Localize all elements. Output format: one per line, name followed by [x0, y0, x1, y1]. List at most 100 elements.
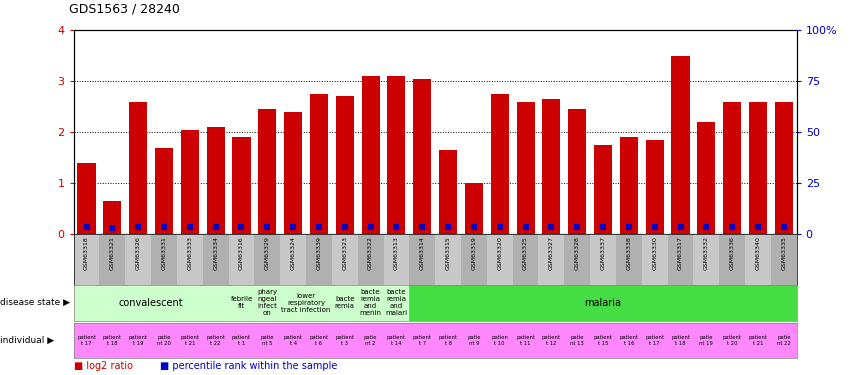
Point: [183, 224, 197, 230]
Text: patient
t 14: patient t 14: [387, 335, 406, 346]
Text: GSM63323: GSM63323: [342, 236, 347, 270]
Text: GSM63320: GSM63320: [497, 236, 502, 270]
Text: GSM63322: GSM63322: [368, 236, 373, 270]
Text: patient
t 6: patient t 6: [309, 335, 328, 346]
Bar: [723, 102, 741, 234]
Text: patient
t 17: patient t 17: [77, 335, 96, 346]
Point: [622, 224, 636, 230]
Bar: [384, 234, 410, 285]
Point: [777, 224, 791, 230]
Bar: [568, 109, 586, 234]
Text: GDS1563 / 28240: GDS1563 / 28240: [69, 2, 180, 15]
Text: ■ percentile rank within the sample: ■ percentile rank within the sample: [160, 361, 338, 371]
Text: GSM63318: GSM63318: [84, 236, 89, 270]
Bar: [539, 322, 565, 358]
Bar: [565, 322, 590, 358]
Bar: [435, 322, 461, 358]
Bar: [387, 76, 405, 234]
Bar: [74, 322, 100, 358]
Text: individual ▶: individual ▶: [0, 336, 54, 345]
Bar: [281, 322, 306, 358]
Point: [390, 224, 404, 230]
Bar: [435, 234, 461, 285]
Text: patie
nt 19: patie nt 19: [700, 335, 714, 346]
Text: febrile
fit: febrile fit: [230, 296, 253, 309]
Text: GSM63334: GSM63334: [213, 236, 218, 270]
Text: patient
t 3: patient t 3: [335, 335, 354, 346]
Bar: [177, 234, 203, 285]
Bar: [487, 234, 513, 285]
Bar: [255, 322, 281, 358]
Point: [157, 224, 171, 230]
Bar: [207, 127, 224, 234]
Bar: [410, 285, 797, 321]
Text: GSM63331: GSM63331: [161, 236, 166, 270]
Bar: [646, 140, 663, 234]
Bar: [358, 234, 384, 285]
Text: patie
nt 13: patie nt 13: [571, 335, 584, 346]
Point: [364, 224, 378, 230]
Bar: [749, 102, 767, 234]
Point: [235, 224, 249, 230]
Text: patient
t 18: patient t 18: [671, 335, 690, 346]
Bar: [542, 99, 560, 234]
Bar: [126, 234, 151, 285]
Text: patient
t 8: patient t 8: [438, 335, 457, 346]
Point: [132, 224, 145, 230]
Text: patient
t 17: patient t 17: [645, 335, 664, 346]
Text: GSM63313: GSM63313: [394, 236, 399, 270]
Point: [209, 224, 223, 230]
Bar: [539, 234, 565, 285]
Text: patient
t 11: patient t 11: [516, 335, 535, 346]
Point: [596, 224, 610, 230]
Bar: [616, 322, 642, 358]
Text: convalescent: convalescent: [119, 298, 184, 308]
Text: patie
nt 22: patie nt 22: [777, 335, 791, 346]
Text: patient
t 21: patient t 21: [748, 335, 767, 346]
Text: patient
t 18: patient t 18: [103, 335, 122, 346]
Text: GSM63336: GSM63336: [730, 236, 734, 270]
Point: [700, 224, 714, 230]
Bar: [77, 163, 95, 234]
Text: patient
t 16: patient t 16: [619, 335, 638, 346]
Text: patient
t 22: patient t 22: [206, 335, 225, 346]
Text: GSM63335: GSM63335: [781, 236, 786, 270]
Bar: [384, 285, 410, 321]
Text: patient
t 19: patient t 19: [129, 335, 148, 346]
Text: disease state ▶: disease state ▶: [0, 298, 70, 307]
Text: GSM63329: GSM63329: [265, 236, 270, 270]
Text: ■ log2 ratio: ■ log2 ratio: [74, 361, 132, 371]
Bar: [358, 285, 384, 321]
Bar: [410, 322, 435, 358]
Bar: [255, 285, 281, 321]
Point: [545, 224, 559, 230]
Text: GSM63337: GSM63337: [600, 236, 605, 270]
Bar: [229, 234, 255, 285]
Bar: [513, 234, 539, 285]
Text: GSM63332: GSM63332: [704, 236, 709, 270]
Text: patie
nt 5: patie nt 5: [261, 335, 274, 346]
Bar: [745, 234, 771, 285]
Bar: [126, 322, 151, 358]
Bar: [590, 234, 616, 285]
Bar: [410, 234, 435, 285]
Bar: [384, 322, 410, 358]
Point: [493, 224, 507, 230]
Bar: [103, 201, 121, 234]
Bar: [513, 322, 539, 358]
Bar: [232, 137, 250, 234]
Bar: [668, 322, 694, 358]
Text: GSM63317: GSM63317: [678, 236, 683, 270]
Bar: [332, 322, 358, 358]
Bar: [439, 150, 457, 234]
Bar: [255, 234, 281, 285]
Point: [106, 225, 120, 231]
Point: [261, 224, 275, 230]
Point: [80, 224, 94, 230]
Bar: [203, 322, 229, 358]
Bar: [461, 322, 487, 358]
Text: GSM63339: GSM63339: [316, 236, 321, 270]
Text: lower
respiratory
tract infection: lower respiratory tract infection: [281, 293, 331, 313]
Text: malaria: malaria: [585, 298, 622, 308]
Bar: [362, 76, 379, 234]
